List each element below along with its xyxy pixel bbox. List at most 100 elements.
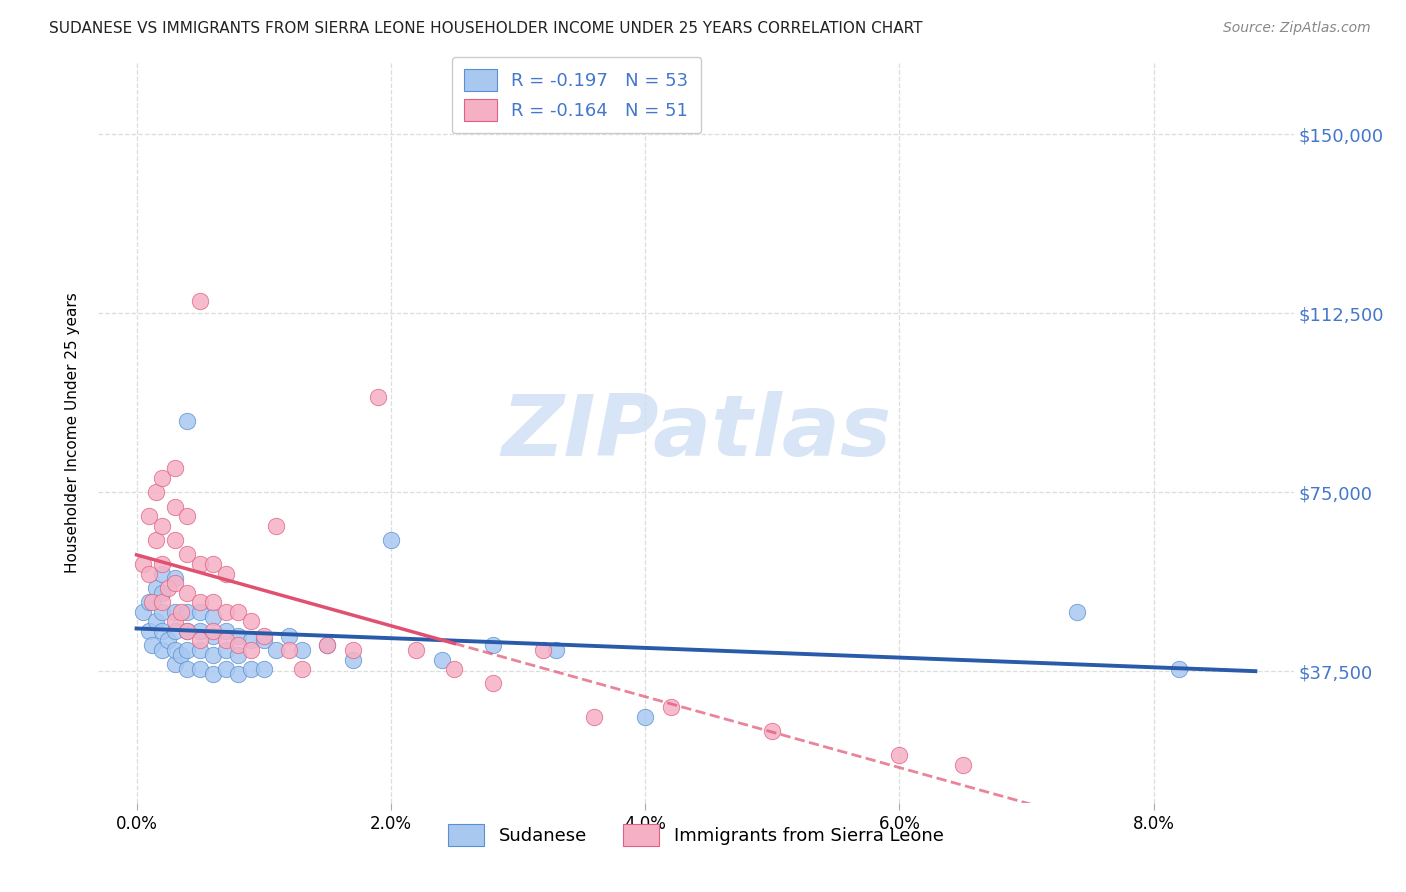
- Point: [150, 595, 173, 609]
- Point: [157, 633, 180, 648]
- Point: [132, 557, 155, 571]
- Text: ZIPatlas: ZIPatlas: [501, 391, 891, 475]
- Point: [214, 643, 236, 657]
- Point: [145, 581, 167, 595]
- Point: [188, 662, 211, 676]
- Point: [138, 624, 160, 638]
- Point: [170, 648, 193, 662]
- Point: [188, 557, 211, 571]
- Point: [1066, 605, 1088, 619]
- Point: [176, 509, 198, 524]
- Point: [214, 662, 236, 676]
- Point: [176, 624, 198, 638]
- Point: [188, 643, 211, 657]
- Point: [188, 605, 211, 619]
- Point: [145, 485, 167, 500]
- Point: [583, 710, 606, 724]
- Point: [240, 643, 263, 657]
- Point: [163, 500, 186, 514]
- Point: [201, 629, 224, 643]
- Point: [226, 648, 249, 662]
- Point: [176, 624, 198, 638]
- Point: [278, 643, 301, 657]
- Point: [163, 657, 186, 672]
- Point: [163, 605, 186, 619]
- Point: [226, 638, 249, 652]
- Legend: Sudanese, Immigrants from Sierra Leone: Sudanese, Immigrants from Sierra Leone: [441, 816, 950, 853]
- Point: [367, 390, 389, 404]
- Point: [163, 571, 186, 585]
- Point: [163, 643, 186, 657]
- Point: [634, 710, 657, 724]
- Point: [291, 643, 314, 657]
- Point: [253, 633, 276, 648]
- Point: [176, 605, 198, 619]
- Point: [266, 643, 288, 657]
- Point: [253, 662, 276, 676]
- Point: [659, 700, 682, 714]
- Point: [266, 518, 288, 533]
- Point: [157, 581, 180, 595]
- Point: [546, 643, 568, 657]
- Point: [226, 629, 249, 643]
- Point: [145, 533, 167, 547]
- Point: [201, 666, 224, 681]
- Point: [132, 605, 155, 619]
- Point: [141, 638, 163, 652]
- Point: [1168, 662, 1191, 676]
- Point: [150, 643, 173, 657]
- Point: [150, 471, 173, 485]
- Point: [201, 624, 224, 638]
- Point: [188, 633, 211, 648]
- Point: [163, 624, 186, 638]
- Point: [163, 615, 186, 629]
- Point: [889, 747, 911, 762]
- Point: [201, 557, 224, 571]
- Text: SUDANESE VS IMMIGRANTS FROM SIERRA LEONE HOUSEHOLDER INCOME UNDER 25 YEARS CORRE: SUDANESE VS IMMIGRANTS FROM SIERRA LEONE…: [49, 21, 922, 36]
- Point: [342, 652, 364, 666]
- Point: [176, 643, 198, 657]
- Point: [150, 605, 173, 619]
- Point: [188, 624, 211, 638]
- Point: [176, 414, 198, 428]
- Point: [150, 557, 173, 571]
- Point: [214, 605, 236, 619]
- Point: [150, 624, 173, 638]
- Point: [226, 605, 249, 619]
- Point: [481, 676, 503, 690]
- Point: [163, 461, 186, 475]
- Point: [342, 643, 364, 657]
- Point: [240, 633, 263, 648]
- Point: [481, 638, 503, 652]
- Point: [145, 615, 167, 629]
- Point: [201, 595, 224, 609]
- Point: [201, 648, 224, 662]
- Point: [380, 533, 402, 547]
- Point: [138, 566, 160, 581]
- Text: Source: ZipAtlas.com: Source: ZipAtlas.com: [1223, 21, 1371, 35]
- Point: [141, 595, 163, 609]
- Point: [214, 633, 236, 648]
- Point: [138, 509, 160, 524]
- Point: [188, 595, 211, 609]
- Point: [226, 666, 249, 681]
- Point: [176, 548, 198, 562]
- Point: [405, 643, 427, 657]
- Point: [163, 576, 186, 591]
- Point: [253, 629, 276, 643]
- Point: [150, 585, 173, 599]
- Point: [443, 662, 465, 676]
- Point: [316, 638, 339, 652]
- Point: [214, 566, 236, 581]
- Point: [170, 605, 193, 619]
- Point: [761, 724, 783, 739]
- Point: [150, 518, 173, 533]
- Point: [240, 615, 263, 629]
- Point: [240, 662, 263, 676]
- Point: [291, 662, 314, 676]
- Point: [188, 294, 211, 309]
- Point: [952, 757, 974, 772]
- Y-axis label: Householder Income Under 25 years: Householder Income Under 25 years: [65, 293, 80, 573]
- Point: [201, 609, 224, 624]
- Point: [278, 629, 301, 643]
